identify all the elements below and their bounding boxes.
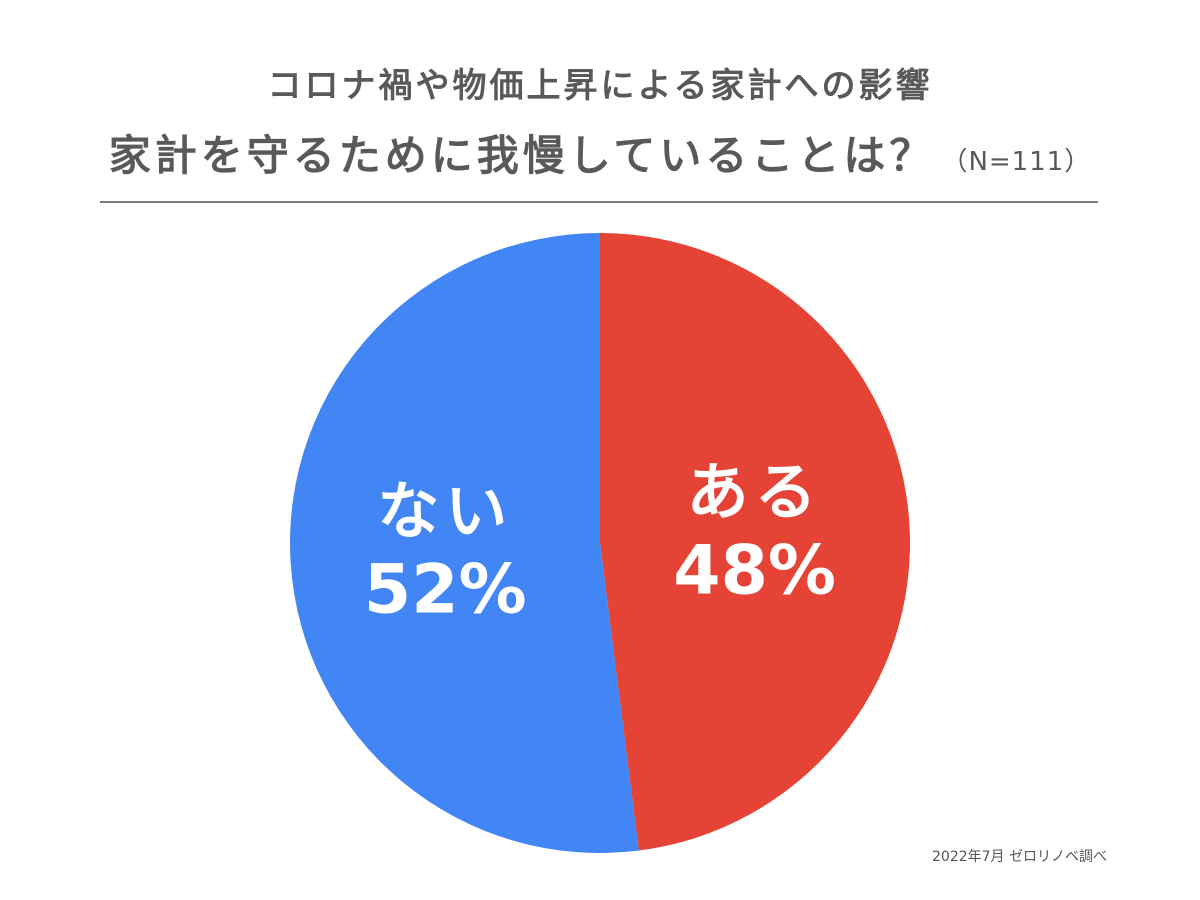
title-divider <box>100 201 1098 203</box>
sample-size: （N=111） <box>941 147 1092 177</box>
chart-title: コロナ禍や物価上昇による家計への影響 <box>267 66 933 106</box>
slice-value-1: 52% <box>364 551 527 630</box>
pie-slice-1 <box>289 233 639 853</box>
chart-subtitle: 家計を守るために我慢していることは？ （N=111） <box>100 122 1100 183</box>
slice-value-0: 48% <box>673 531 836 610</box>
slice-label-1: ない <box>377 475 513 548</box>
chart-question: 家計を守るために我慢していることは？ <box>108 131 936 180</box>
source-note: 2022年7月 ゼロリノベ調べ <box>932 849 1107 865</box>
slice-label-0: ある <box>687 455 823 528</box>
pie-slice-0 <box>600 233 910 851</box>
